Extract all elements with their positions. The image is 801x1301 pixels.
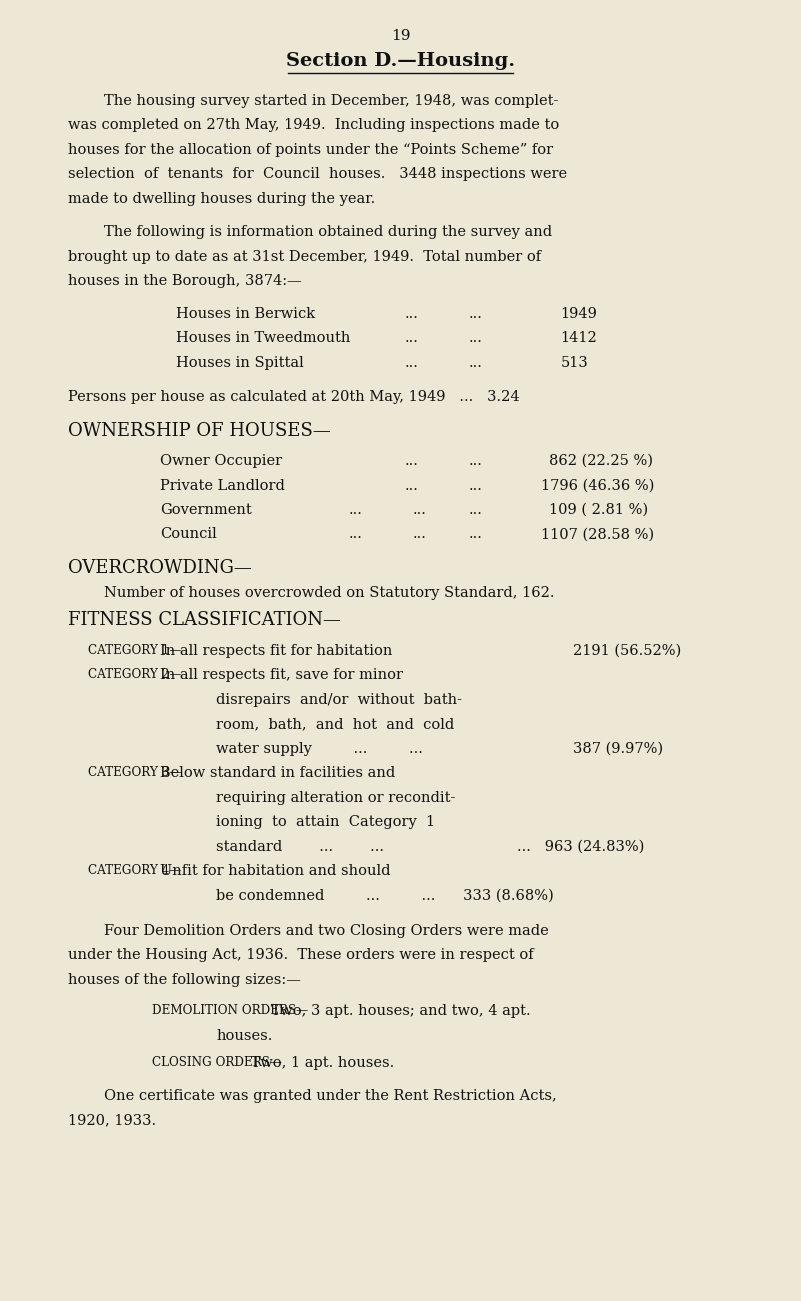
- Text: The housing survey started in December, 1948, was complet-: The housing survey started in December, …: [104, 94, 558, 108]
- Text: CATEGORY 1—: CATEGORY 1—: [88, 644, 182, 657]
- Text: 387 (9.97%): 387 (9.97%): [573, 742, 663, 756]
- Text: requiring alteration or recondit-: requiring alteration or recondit-: [216, 791, 456, 805]
- Text: Houses in Tweedmouth: Houses in Tweedmouth: [176, 332, 351, 346]
- Text: ...: ...: [413, 503, 426, 516]
- Text: ioning  to  attain  Category  1: ioning to attain Category 1: [216, 816, 436, 829]
- Text: DEMOLITION ORDERS—: DEMOLITION ORDERS—: [152, 1004, 308, 1017]
- Text: standard        ...        ...: standard ... ...: [216, 839, 384, 853]
- Text: 513: 513: [561, 356, 589, 369]
- Text: The following is information obtained during the survey and: The following is information obtained du…: [104, 225, 552, 239]
- Text: CATEGORY 2—: CATEGORY 2—: [88, 669, 182, 682]
- Text: 1920, 1933.: 1920, 1933.: [68, 1114, 156, 1128]
- Text: OVERCROWDING—: OVERCROWDING—: [68, 559, 252, 578]
- Text: disrepairs  and/or  without  bath-: disrepairs and/or without bath-: [216, 693, 462, 706]
- Text: ...   963 (24.83%): ... 963 (24.83%): [517, 839, 644, 853]
- Text: ...: ...: [469, 527, 482, 541]
- Text: Houses in Spittal: Houses in Spittal: [176, 356, 304, 369]
- Text: In all respects fit, save for minor: In all respects fit, save for minor: [160, 669, 404, 683]
- Text: One certificate was granted under the Rent Restriction Acts,: One certificate was granted under the Re…: [104, 1089, 557, 1103]
- Text: be condemned         ...         ...      333 (8.68%): be condemned ... ... 333 (8.68%): [216, 889, 554, 903]
- Text: OWNERSHIP OF HOUSES—: OWNERSHIP OF HOUSES—: [68, 422, 331, 440]
- Text: ...: ...: [469, 307, 482, 321]
- Text: Persons per house as calculated at 20th May, 1949   ...   3.24: Persons per house as calculated at 20th …: [68, 390, 520, 405]
- Text: ...: ...: [469, 454, 482, 468]
- Text: houses.: houses.: [216, 1029, 272, 1043]
- Text: 1796 (46.36 %): 1796 (46.36 %): [541, 479, 654, 493]
- Text: ...: ...: [405, 307, 418, 321]
- Text: Houses in Berwick: Houses in Berwick: [176, 307, 316, 321]
- Text: FITNESS CLASSIFICATION—: FITNESS CLASSIFICATION—: [68, 611, 341, 630]
- Text: made to dwelling houses during the year.: made to dwelling houses during the year.: [68, 191, 376, 206]
- Text: 1107 (28.58 %): 1107 (28.58 %): [541, 527, 654, 541]
- Text: Two, 1 apt. houses.: Two, 1 apt. houses.: [251, 1056, 394, 1071]
- Text: ...: ...: [348, 527, 362, 541]
- Text: ...: ...: [469, 356, 482, 369]
- Text: ...: ...: [405, 332, 418, 346]
- Text: brought up to date as at 31st December, 1949.  Total number of: brought up to date as at 31st December, …: [68, 250, 541, 264]
- Text: Section D.—Housing.: Section D.—Housing.: [286, 52, 515, 70]
- Text: 862 (22.25 %): 862 (22.25 %): [549, 454, 653, 468]
- Text: ...: ...: [405, 454, 418, 468]
- Text: ...: ...: [405, 356, 418, 369]
- Text: ...: ...: [469, 332, 482, 346]
- Text: houses of the following sizes:—: houses of the following sizes:—: [68, 973, 301, 986]
- Text: houses for the allocation of points under the “Points Scheme” for: houses for the allocation of points unde…: [68, 143, 553, 156]
- Text: houses in the Borough, 3874:—: houses in the Borough, 3874:—: [68, 275, 302, 288]
- Text: 1412: 1412: [561, 332, 598, 346]
- Text: ...: ...: [469, 503, 482, 516]
- Text: Government: Government: [160, 503, 252, 516]
- Text: ...: ...: [405, 479, 418, 493]
- Text: ...: ...: [348, 503, 362, 516]
- Text: Council: Council: [160, 527, 217, 541]
- Text: Below standard in facilities and: Below standard in facilities and: [160, 766, 396, 781]
- Text: Two, 3 apt. houses; and two, 4 apt.: Two, 3 apt. houses; and two, 4 apt.: [271, 1004, 530, 1019]
- Text: room,  bath,  and  hot  and  cold: room, bath, and hot and cold: [216, 717, 454, 731]
- Text: Unfit for habitation and should: Unfit for habitation and should: [160, 864, 391, 878]
- Text: was completed on 27th May, 1949.  Including inspections made to: was completed on 27th May, 1949. Includi…: [68, 118, 559, 133]
- Text: ...: ...: [469, 479, 482, 493]
- Text: Owner Occupier: Owner Occupier: [160, 454, 282, 468]
- Text: water supply         ...         ...: water supply ... ...: [216, 742, 423, 756]
- Text: CATEGORY 3—: CATEGORY 3—: [88, 766, 182, 779]
- Text: Four Demolition Orders and two Closing Orders were made: Four Demolition Orders and two Closing O…: [104, 924, 549, 938]
- Text: selection  of  tenants  for  Council  houses.   3448 inspections were: selection of tenants for Council houses.…: [68, 167, 567, 181]
- Text: 109 ( 2.81 %): 109 ( 2.81 %): [549, 503, 648, 516]
- Text: 2191 (56.52%): 2191 (56.52%): [573, 644, 681, 658]
- Text: In all respects fit for habitation: In all respects fit for habitation: [160, 644, 392, 658]
- Text: Number of houses overcrowded on Statutory Standard, 162.: Number of houses overcrowded on Statutor…: [104, 587, 554, 600]
- Text: CLOSING ORDERS—: CLOSING ORDERS—: [152, 1056, 282, 1069]
- Text: under the Housing Act, 1936.  These orders were in respect of: under the Housing Act, 1936. These order…: [68, 948, 533, 963]
- Text: 19: 19: [391, 29, 410, 43]
- Text: CATEGORY 4—: CATEGORY 4—: [88, 864, 181, 877]
- Text: ...: ...: [413, 527, 426, 541]
- Text: 1949: 1949: [561, 307, 598, 321]
- Text: Private Landlord: Private Landlord: [160, 479, 285, 493]
